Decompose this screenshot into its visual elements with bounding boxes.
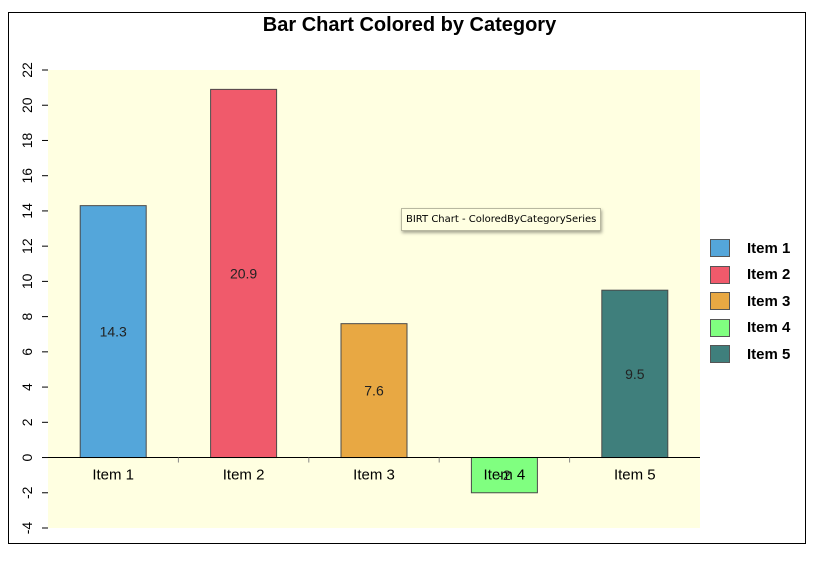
data-label: 9.5 <box>625 366 645 382</box>
y-tick-label: 10 <box>19 273 35 289</box>
y-tick-label: 6 <box>19 348 35 356</box>
y-tick-label: 16 <box>19 168 35 184</box>
legend-item: Item 4 <box>710 315 790 342</box>
legend-label: Item 3 <box>747 292 791 310</box>
legend-label: Item 2 <box>747 266 791 284</box>
y-tick-label: 14 <box>19 203 35 219</box>
legend-swatch <box>710 239 730 258</box>
legend-item: Item 5 <box>710 341 790 368</box>
legend-swatch <box>710 265 730 284</box>
legend-item: Item 2 <box>710 262 790 289</box>
legend-swatch <box>710 292 730 311</box>
x-tick-label: Item 1 <box>92 467 134 484</box>
legend-swatch <box>710 318 730 337</box>
bar <box>210 88 278 459</box>
y-tick-label: 18 <box>19 132 35 148</box>
legend-label: Item 5 <box>747 345 791 363</box>
y-tick-label: 2 <box>19 418 35 426</box>
legend: Item 1 Item 2 Item 3 Item 4 Item 5 <box>710 235 790 368</box>
y-tick-label: 0 <box>19 453 35 461</box>
tooltip: BIRT Chart - ColoredByCategorySeries <box>401 208 602 231</box>
data-label: 20.9 <box>230 265 257 281</box>
y-tick-label: -4 <box>19 522 35 535</box>
legend-swatch <box>710 345 730 364</box>
y-tick-label: -2 <box>19 486 35 499</box>
legend-item: Item 3 <box>710 288 790 315</box>
bar <box>79 205 147 459</box>
bar <box>470 457 538 494</box>
y-tick-label: 22 <box>19 62 35 78</box>
y-tick-label: 20 <box>19 97 35 113</box>
legend-item: Item 1 <box>710 235 790 262</box>
x-tick-label: Item 3 <box>353 467 395 484</box>
y-tick-label: 12 <box>19 238 35 254</box>
y-tick-label: 4 <box>19 383 35 391</box>
x-tick-label: Item 5 <box>614 467 656 484</box>
legend-label: Item 4 <box>747 319 791 337</box>
x-tick-label: Item 4 <box>484 467 526 484</box>
data-label: 14.3 <box>100 324 127 340</box>
chart-title: Bar Chart Colored by Category <box>262 14 557 36</box>
y-tick-label: 8 <box>19 313 35 321</box>
x-tick-label: Item 2 <box>223 467 265 484</box>
data-label: 7.6 <box>364 383 384 399</box>
legend-label: Item 1 <box>747 239 791 257</box>
data-label: -2 <box>498 467 511 483</box>
bar <box>340 323 408 459</box>
bar <box>601 289 669 459</box>
